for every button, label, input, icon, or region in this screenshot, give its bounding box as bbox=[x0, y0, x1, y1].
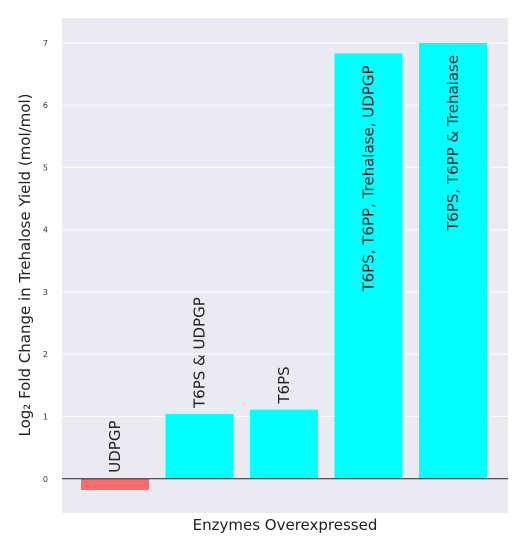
y-tick-label: 4 bbox=[43, 226, 48, 235]
bar bbox=[81, 478, 149, 490]
bar-category-label: T6PS & UDPGP bbox=[191, 297, 209, 409]
bar-category-label: UDPGP bbox=[106, 421, 124, 473]
bar bbox=[250, 409, 318, 479]
x-axis-title: Enzymes Overexpressed bbox=[193, 516, 378, 534]
bar bbox=[419, 42, 487, 479]
y-tick-label: 1 bbox=[43, 412, 48, 421]
bars bbox=[81, 42, 487, 490]
bar-category-label: T6PS, T6PP, Trehalase, UDPGP bbox=[360, 65, 378, 292]
bar bbox=[165, 414, 234, 479]
y-tick-label: 6 bbox=[43, 101, 48, 110]
y-axis-title: Log₂ Fold Change in Trehalose Yield (mol… bbox=[16, 94, 34, 437]
bar-category-label: T6PS, T6PP & Trehalase bbox=[444, 55, 462, 232]
y-tick-label: 7 bbox=[43, 39, 48, 48]
y-tick-label: 3 bbox=[43, 288, 48, 297]
y-tick-label: 5 bbox=[43, 163, 48, 172]
bar-category-label: T6PS bbox=[275, 366, 293, 404]
y-axis-ticks: 0 1 2 3 4 5 6 7 bbox=[43, 39, 48, 484]
bar-labels: UDPGP T6PS & UDPGP T6PS T6PS, T6PP, Trehala… bbox=[106, 55, 462, 473]
y-tick-label: 0 bbox=[43, 475, 48, 484]
bar bbox=[334, 53, 403, 479]
y-tick-label: 2 bbox=[43, 350, 48, 359]
